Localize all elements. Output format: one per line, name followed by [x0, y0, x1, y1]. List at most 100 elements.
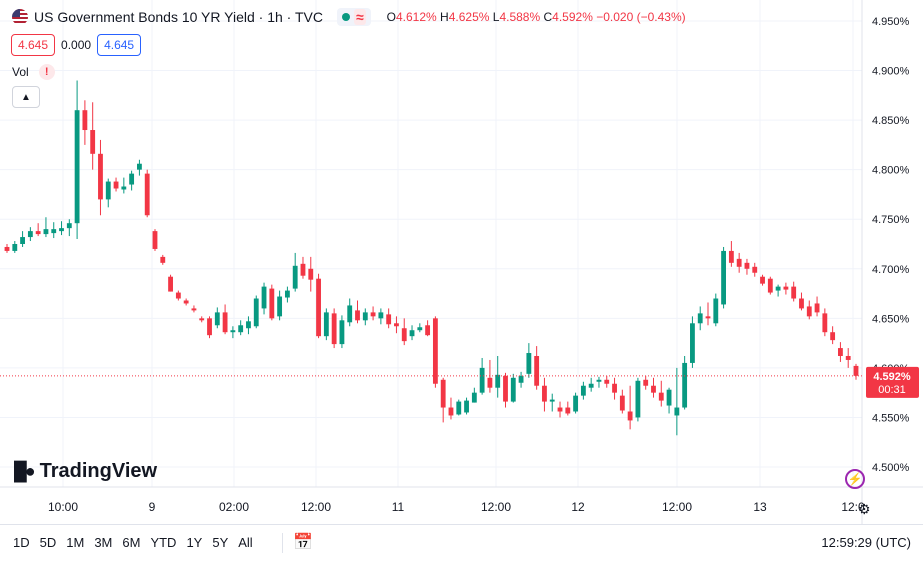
candle-body: [464, 400, 469, 413]
bar-countdown: 00:31: [878, 384, 906, 396]
candle-body: [580, 385, 586, 396]
range-selector: 1D 5D 1M 3M 6M YTD 1Y 5Y All: [10, 535, 256, 550]
candle-body: [806, 306, 812, 317]
volume-row: Vol !: [12, 64, 55, 80]
calendar-icon[interactable]: 📅: [293, 534, 313, 551]
candle-body: [246, 321, 251, 329]
bottom-toolbar: 1D 5D 1M 3M 6M YTD 1Y 5Y All 📅 12:59:29 …: [0, 524, 923, 561]
candle-body: [728, 250, 734, 263]
range-5d[interactable]: 5D: [39, 535, 57, 550]
tradingview-logo[interactable]: █● TradingView: [14, 460, 157, 483]
range-6m[interactable]: 6M: [122, 535, 141, 550]
range-3m[interactable]: 3M: [94, 535, 113, 550]
candle-body: [82, 110, 88, 131]
candle-body: [20, 237, 25, 244]
candle-body: [292, 265, 298, 289]
candle-body: [370, 312, 376, 317]
y-axis-tick-label: 4.500%: [872, 462, 910, 474]
candle-body: [113, 181, 119, 189]
candle-body: [487, 377, 493, 388]
candle-body: [253, 298, 259, 327]
symbol-title[interactable]: US Government Bonds 10 YR Yield · 1h · T…: [34, 9, 323, 25]
candle-body: [238, 325, 244, 333]
candle-body: [588, 383, 594, 388]
candle-body: [386, 314, 392, 325]
candle-body: [168, 276, 173, 292]
utc-clock[interactable]: 12:59:29 (UTC): [821, 535, 911, 550]
market-status[interactable]: ≈: [336, 8, 371, 26]
market-open-dot-icon: [341, 13, 350, 21]
candle-body: [448, 407, 454, 416]
candle-body: [440, 379, 446, 408]
candle-body: [160, 256, 166, 263]
sell-price-button[interactable]: 4.645: [11, 34, 56, 56]
last-price-label-bg[interactable]: [866, 366, 919, 398]
last-price-value: 4.592%: [873, 371, 911, 383]
candle-body: [658, 392, 664, 401]
y-axis-tick-label: 4.700%: [872, 264, 910, 276]
candle-body: [121, 186, 127, 190]
x-axis-tick-label: 12: [571, 500, 585, 514]
candle-body: [401, 328, 407, 342]
warning-icon[interactable]: !: [38, 64, 55, 80]
y-axis-tick-label: 4.850%: [872, 115, 910, 127]
candle-body: [316, 278, 321, 337]
vol-label[interactable]: Vol: [12, 65, 29, 79]
candle-body: [596, 379, 602, 382]
candle-body: [783, 286, 789, 290]
candle-body: [534, 355, 540, 386]
ohlc-open-label: O: [386, 10, 396, 24]
candle-body: [503, 375, 508, 402]
range-1d[interactable]: 1D: [13, 535, 30, 550]
candle-body: [90, 130, 96, 154]
settings-gear-icon[interactable]: ⚙: [858, 501, 871, 517]
range-all[interactable]: All: [238, 535, 253, 550]
candle-body: [752, 266, 758, 273]
candle-body: [59, 228, 64, 232]
candle-body: [66, 223, 72, 229]
range-ytd[interactable]: YTD: [150, 535, 177, 550]
candle-body: [214, 312, 220, 326]
candle-body: [222, 312, 228, 333]
candle-body: [331, 313, 337, 345]
candle-body: [495, 374, 501, 388]
lightning-icon[interactable]: ⚡: [845, 469, 865, 489]
ohlc-high-label: H: [440, 10, 449, 24]
symbol-header: US Government Bonds 10 YR Yield · 1h · T…: [12, 8, 686, 26]
toolbar-divider: [282, 533, 283, 553]
candle-body: [207, 318, 212, 336]
range-5y[interactable]: 5Y: [212, 535, 229, 550]
candle-body: [456, 401, 462, 415]
candle-body: [666, 389, 672, 406]
candle-body: [526, 353, 532, 374]
candle-body: [347, 305, 353, 323]
candle-body: [542, 385, 547, 402]
candle-body: [736, 258, 742, 267]
candle-body: [12, 244, 18, 251]
range-1y[interactable]: 1Y: [186, 535, 203, 550]
range-1m[interactable]: 1M: [66, 535, 85, 550]
price-chart[interactable]: 4.950% 4.900% 4.850% 4.800% 4.750% 4.700% 4.65…: [0, 0, 923, 524]
candle-body: [300, 263, 306, 276]
candle-body: [43, 229, 49, 235]
candle-body: [510, 377, 516, 402]
candle-body: [721, 250, 727, 305]
candle-body: [4, 246, 10, 251]
candle-body: [27, 231, 33, 238]
candle-body: [409, 330, 415, 337]
candle-body: [838, 348, 843, 356]
x-axis-tick-label: 11: [392, 500, 405, 514]
candle-body: [425, 325, 431, 336]
candle-body: [705, 316, 711, 319]
chevron-up-icon: ▲: [21, 91, 31, 103]
ohlc-low-value: 4.588%: [499, 10, 541, 24]
candle-body: [565, 407, 571, 414]
price-change: −0.020 (−0.43%): [596, 10, 686, 24]
candle-body: [308, 268, 314, 280]
collapse-legend-button[interactable]: ▲: [12, 86, 40, 108]
x-axis-tick-label: 12:00: [301, 500, 331, 514]
candle-body: [643, 379, 649, 386]
candle-body: [760, 276, 765, 284]
candle-body: [417, 327, 423, 331]
buy-price-button[interactable]: 4.645: [97, 34, 142, 56]
